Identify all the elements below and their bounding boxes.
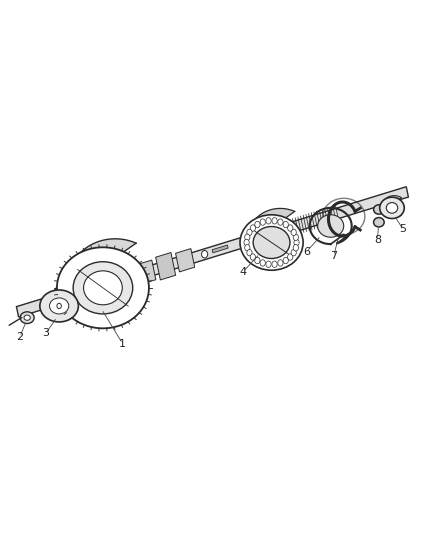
Circle shape [245, 245, 250, 251]
Polygon shape [17, 187, 408, 317]
Circle shape [247, 249, 252, 256]
Circle shape [294, 239, 299, 246]
Polygon shape [176, 248, 195, 272]
Circle shape [260, 219, 265, 225]
Text: 6: 6 [303, 247, 310, 256]
Circle shape [291, 249, 296, 256]
Ellipse shape [40, 290, 78, 322]
Circle shape [247, 229, 252, 236]
Polygon shape [40, 281, 81, 322]
Polygon shape [57, 239, 136, 328]
Circle shape [293, 245, 298, 251]
Circle shape [255, 257, 260, 264]
Text: 7: 7 [330, 251, 337, 261]
Text: 5: 5 [399, 224, 406, 234]
Circle shape [201, 251, 208, 258]
Circle shape [266, 261, 271, 268]
Ellipse shape [57, 247, 149, 328]
Circle shape [278, 219, 283, 225]
Polygon shape [240, 208, 295, 270]
Circle shape [250, 254, 255, 260]
Polygon shape [380, 196, 401, 219]
Circle shape [255, 221, 260, 228]
Circle shape [293, 234, 298, 240]
Text: 4: 4 [240, 267, 247, 277]
Ellipse shape [374, 205, 384, 214]
Ellipse shape [374, 217, 384, 227]
Circle shape [272, 261, 277, 268]
Text: 2: 2 [16, 332, 23, 342]
Circle shape [288, 254, 293, 260]
Circle shape [266, 217, 271, 224]
Ellipse shape [84, 271, 122, 305]
Circle shape [278, 260, 283, 266]
Text: 1: 1 [119, 339, 126, 349]
Polygon shape [137, 260, 156, 285]
Circle shape [260, 260, 265, 266]
Polygon shape [73, 253, 129, 314]
Circle shape [272, 217, 277, 224]
Circle shape [291, 229, 296, 236]
Circle shape [283, 257, 288, 264]
Ellipse shape [386, 203, 398, 213]
Ellipse shape [24, 315, 30, 320]
Ellipse shape [49, 298, 69, 314]
Ellipse shape [73, 262, 133, 314]
Text: 8: 8 [374, 235, 381, 245]
Ellipse shape [318, 215, 344, 237]
Circle shape [57, 303, 61, 309]
Circle shape [283, 221, 288, 228]
Polygon shape [117, 268, 136, 289]
Ellipse shape [20, 312, 34, 324]
Ellipse shape [253, 227, 290, 259]
Ellipse shape [380, 197, 404, 219]
Ellipse shape [240, 215, 303, 270]
Circle shape [244, 239, 249, 246]
Circle shape [288, 225, 293, 231]
Polygon shape [212, 245, 228, 253]
Circle shape [245, 234, 250, 240]
Circle shape [250, 225, 255, 231]
Polygon shape [155, 253, 176, 280]
Text: 3: 3 [42, 328, 49, 338]
